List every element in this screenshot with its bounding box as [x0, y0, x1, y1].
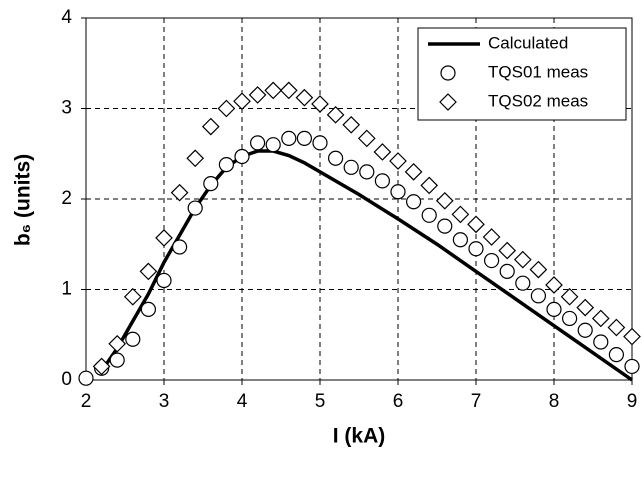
marker [295, 88, 314, 107]
marker [560, 287, 579, 306]
marker [186, 149, 205, 168]
marker [359, 164, 375, 180]
marker [529, 260, 548, 279]
marker [576, 298, 595, 317]
y-tick-label: 3 [61, 98, 72, 119]
marker [281, 130, 297, 146]
marker [608, 347, 625, 363]
marker [170, 183, 189, 202]
x-tick-label: 9 [627, 391, 638, 412]
x-tick-label: 4 [237, 391, 248, 412]
marker [357, 129, 376, 148]
marker [250, 135, 266, 151]
marker [452, 232, 468, 248]
marker [264, 81, 283, 100]
marker [498, 241, 517, 260]
y-tick-label: 0 [61, 369, 72, 390]
marker [404, 163, 423, 181]
marker [203, 176, 219, 192]
marker [482, 228, 501, 246]
marker [623, 327, 641, 346]
marker [123, 287, 142, 306]
marker [279, 81, 298, 100]
marker [515, 275, 531, 291]
marker [390, 184, 406, 200]
marker [78, 370, 94, 386]
x-tick-label: 5 [315, 391, 326, 412]
marker [624, 358, 640, 375]
marker [389, 152, 407, 170]
marker [607, 318, 626, 337]
marker [201, 117, 220, 136]
marker [545, 276, 563, 294]
x-tick-label: 7 [471, 391, 482, 412]
marker [591, 309, 610, 328]
legend-label: TQS01 meas [488, 62, 588, 81]
marker [421, 207, 437, 223]
x-tick-label: 2 [81, 391, 92, 412]
marker [108, 334, 127, 353]
y-tick-label: 1 [61, 279, 72, 300]
marker [296, 130, 312, 146]
marker [233, 92, 251, 111]
marker [139, 262, 158, 281]
marker [468, 241, 484, 257]
marker [248, 86, 267, 104]
marker [499, 263, 515, 279]
marker [593, 334, 609, 350]
y-axis-title: b₆ (units) [12, 154, 35, 246]
marker [577, 322, 593, 338]
marker [561, 310, 578, 327]
marker [265, 137, 281, 153]
marker [374, 173, 390, 189]
marker [451, 205, 470, 224]
marker [484, 252, 500, 269]
x-tick-label: 8 [549, 391, 560, 412]
y-tick-label: 4 [61, 7, 72, 28]
marker [218, 157, 234, 173]
marker [530, 288, 547, 304]
y-tick-label: 2 [61, 188, 72, 209]
marker [342, 115, 361, 134]
x-tick-label: 3 [159, 391, 170, 412]
marker [546, 301, 562, 318]
legend-swatch [440, 65, 456, 81]
plot-frame [85, 17, 633, 381]
marker [234, 148, 250, 165]
marker [343, 159, 359, 175]
marker [155, 229, 173, 247]
marker [435, 191, 454, 210]
marker [373, 143, 392, 161]
marker [217, 99, 236, 118]
marker [437, 218, 453, 234]
marker [187, 200, 203, 216]
marker [513, 250, 532, 269]
marker [328, 150, 344, 166]
marker [467, 215, 485, 234]
marker [92, 357, 111, 376]
x-tick-label: 6 [393, 391, 404, 412]
marker [172, 239, 188, 255]
marker [156, 272, 172, 289]
x-axis-title: I (kA) [333, 425, 386, 448]
marker [406, 194, 422, 210]
marker [311, 95, 329, 113]
marker [312, 135, 328, 151]
marker [109, 352, 125, 368]
marker [125, 331, 141, 347]
legend-swatch [439, 93, 457, 111]
marker [140, 301, 156, 318]
legend-label: TQS02 meas [488, 91, 588, 110]
legend-label: Calculated [488, 33, 568, 52]
marker [326, 105, 345, 124]
marker [420, 176, 439, 195]
